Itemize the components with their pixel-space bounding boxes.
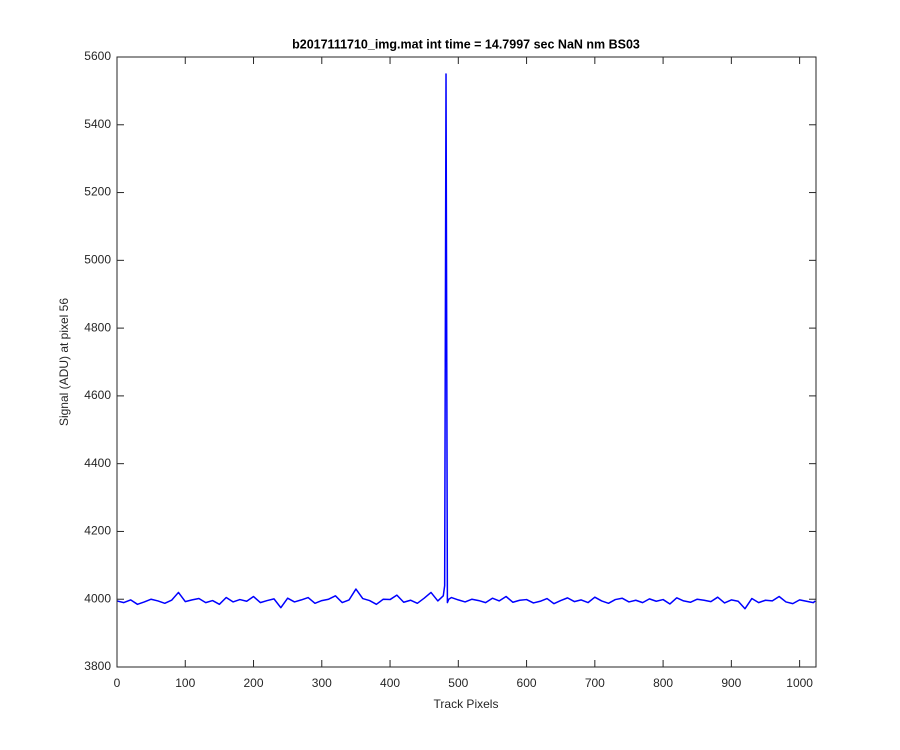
- chart-title: b2017111710_img.mat int time = 14.7997 s…: [292, 37, 640, 51]
- x-tick-label: 600: [517, 676, 537, 690]
- y-tick-label: 3800: [84, 659, 111, 673]
- x-tick-label: 200: [244, 676, 264, 690]
- y-tick-label: 4600: [84, 388, 111, 402]
- y-tick-label: 5200: [84, 185, 111, 199]
- y-tick-label: 4400: [84, 456, 111, 470]
- y-tick-label: 4000: [84, 591, 111, 605]
- x-tick-label: 100: [175, 676, 195, 690]
- x-tick-label: 0: [114, 676, 121, 690]
- x-tick-label: 500: [448, 676, 468, 690]
- y-axis-label: Signal (ADU) at pixel 56: [57, 298, 71, 426]
- y-tick-label: 5600: [84, 49, 111, 63]
- x-tick-label: 400: [380, 676, 400, 690]
- x-tick-label: 700: [585, 676, 605, 690]
- x-tick-label: 800: [653, 676, 673, 690]
- y-tick-label: 4200: [84, 524, 111, 538]
- axes-box: [116, 56, 817, 668]
- x-axis-label: Track Pixels: [434, 697, 499, 711]
- x-tick-label: 1000: [786, 676, 813, 690]
- x-tick-label: 900: [721, 676, 741, 690]
- data-line: [116, 73, 816, 610]
- y-tick-label: 4800: [84, 320, 111, 334]
- y-tick-label: 5400: [84, 117, 111, 131]
- y-tick-label: 5000: [84, 253, 111, 267]
- x-tick-label: 300: [312, 676, 332, 690]
- plot-area: [117, 57, 816, 667]
